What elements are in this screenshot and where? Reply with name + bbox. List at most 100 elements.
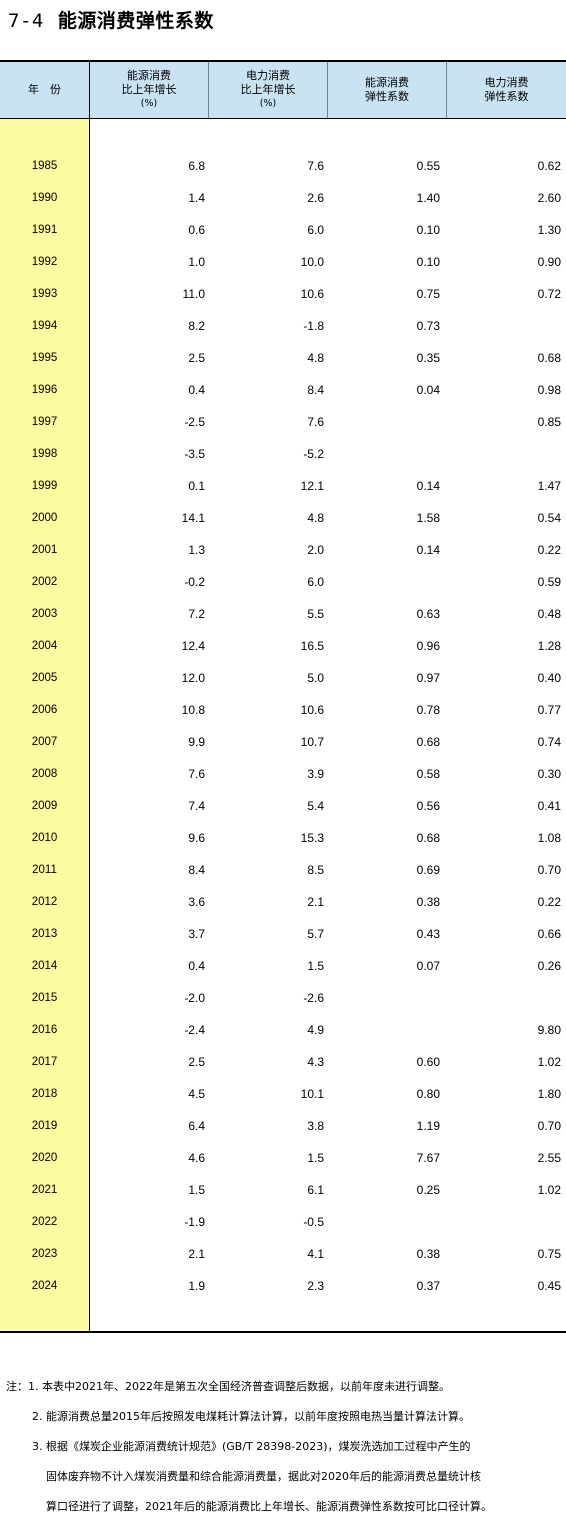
- table-row: 2014 0.4 1.5 0.07 0.26: [0, 950, 566, 982]
- energy-elasticity-cell: [328, 1014, 440, 1046]
- energy-elasticity-cell: 0.10: [416, 223, 440, 237]
- power-elasticity-cell: 0.75: [537, 1247, 561, 1261]
- energy-elasticity-cell: 0.69: [416, 863, 440, 877]
- table-row: 2013 3.7 5.7 0.43 0.66: [0, 918, 566, 950]
- table-row: 2021 1.5 6.1 0.25 1.02: [0, 1174, 566, 1206]
- year-cell: 2019: [31, 1120, 58, 1132]
- year-cell: 1991: [31, 224, 58, 236]
- energy-growth-cell: 9.9: [188, 735, 205, 749]
- energy-growth-cell: 1.9: [188, 1279, 205, 1293]
- year-cell: 2011: [32, 864, 57, 876]
- table-row: 2008 7.6 3.9 0.58 0.30: [0, 758, 566, 790]
- energy-growth-cell: 0.6: [188, 223, 205, 237]
- energy-growth-cell: 3.7: [188, 927, 205, 941]
- year-cell: 1999: [31, 480, 58, 492]
- energy-elasticity-cell: 0.80: [416, 1087, 440, 1101]
- year-cell: 1993: [31, 288, 58, 300]
- header-line: 弹性系数: [365, 90, 409, 103]
- year-cell: 2002: [31, 576, 58, 588]
- table-row: 2011 8.4 8.5 0.69 0.70: [0, 854, 566, 886]
- year-cell: 2009: [31, 800, 58, 812]
- year-cell: 1995: [31, 352, 58, 364]
- energy-growth-cell: 0.1: [188, 479, 205, 493]
- power-elasticity-cell: 0.30: [537, 767, 561, 781]
- energy-elasticity-cell: 0.60: [416, 1055, 440, 1069]
- power-growth-cell: 4.1: [307, 1247, 324, 1261]
- power-elasticity-cell: 1.47: [537, 479, 561, 493]
- energy-growth-cell: 11.0: [182, 287, 205, 301]
- year-cell: 1994: [31, 320, 58, 332]
- energy-elasticity-cell: [328, 438, 440, 470]
- energy-elasticity-cell: 0.07: [416, 959, 440, 973]
- note-3-cont: 固体废弃物不计入煤炭消费量和综合能源消费量，据此对2020年后的能源消费总量统计…: [46, 1470, 481, 1483]
- energy-elasticity-cell: 1.19: [416, 1119, 440, 1133]
- power-growth-cell: 2.3: [307, 1279, 324, 1293]
- power-growth-cell: -1.8: [303, 319, 324, 333]
- energy-elasticity-cell: 0.68: [416, 831, 440, 845]
- power-elasticity-cell: [447, 982, 561, 1014]
- header-power-elasticity: 电力消费 弹性系数: [447, 62, 566, 118]
- year-cell: 2004: [31, 640, 58, 652]
- table-row: 2006 10.8 10.6 0.78 0.77: [0, 694, 566, 726]
- power-elasticity-cell: 0.26: [537, 959, 561, 973]
- power-elasticity-cell: 1.80: [537, 1087, 561, 1101]
- table-row: 2010 9.6 15.3 0.68 1.08: [0, 822, 566, 854]
- table-row: 1985 6.8 7.6 0.55 0.62: [0, 150, 566, 182]
- power-elasticity-cell: 1.08: [537, 831, 561, 845]
- energy-growth-cell: -0.2: [184, 575, 205, 589]
- power-growth-cell: 4.9: [307, 1023, 324, 1037]
- energy-growth-cell: 1.4: [188, 191, 205, 205]
- header-line: 比上年增长: [240, 83, 296, 96]
- power-elasticity-cell: [447, 438, 561, 470]
- power-elasticity-cell: 9.80: [537, 1023, 561, 1037]
- power-growth-cell: 2.0: [307, 543, 324, 557]
- power-elasticity-cell: 0.90: [537, 255, 561, 269]
- power-elasticity-cell: 0.22: [537, 895, 561, 909]
- energy-growth-cell: 1.5: [188, 1183, 205, 1197]
- year-cell: 1998: [31, 448, 58, 460]
- energy-elasticity-cell: 0.97: [416, 671, 440, 685]
- energy-elasticity-cell: 0.35: [416, 351, 440, 365]
- year-cell: 1997: [31, 416, 58, 428]
- year-cell: 2023: [31, 1248, 58, 1260]
- table-row: 2000 14.1 4.8 1.58 0.54: [0, 502, 566, 534]
- table-row: 2018 4.5 10.1 0.80 1.80: [0, 1078, 566, 1110]
- energy-elasticity-cell: 1.58: [416, 511, 440, 525]
- header-power-growth: 电力消费 比上年增长 (%): [209, 62, 328, 118]
- header-line: 电力消费: [246, 69, 290, 82]
- header-energy-elasticity: 能源消费 弹性系数: [328, 62, 447, 118]
- power-growth-cell: 4.8: [307, 511, 324, 525]
- table-row: 2004 12.4 16.5 0.96 1.28: [0, 630, 566, 662]
- power-growth-cell: 10.7: [300, 735, 324, 749]
- power-growth-cell: 5.5: [307, 607, 324, 621]
- power-elasticity-cell: 1.02: [537, 1055, 561, 1069]
- energy-growth-cell: 7.2: [188, 607, 205, 621]
- table-row: 2015 -2.0 -2.6: [0, 982, 566, 1014]
- power-elasticity-cell: [447, 1206, 561, 1238]
- table-row: 1994 8.2 -1.8 0.73: [0, 310, 566, 342]
- power-growth-cell: 10.6: [300, 703, 324, 717]
- energy-growth-cell: 0.4: [188, 959, 205, 973]
- header-line: 能源消费: [127, 69, 171, 82]
- energy-elasticity-cell: 0.10: [416, 255, 440, 269]
- header-year: 年 份: [0, 62, 90, 118]
- power-growth-cell: 4.3: [307, 1055, 324, 1069]
- year-cell: 2005: [31, 672, 58, 684]
- energy-elasticity-cell: [328, 566, 440, 598]
- energy-elasticity-cell: 0.38: [416, 1247, 440, 1261]
- table-row: 1995 2.5 4.8 0.35 0.68: [0, 342, 566, 374]
- year-cell: 2013: [31, 928, 58, 940]
- power-growth-cell: -0.5: [303, 1215, 324, 1229]
- energy-growth-cell: 12.0: [181, 671, 205, 685]
- energy-elasticity-cell: 7.67: [416, 1151, 440, 1165]
- energy-growth-cell: 4.6: [188, 1151, 205, 1165]
- power-growth-cell: -2.6: [303, 991, 324, 1005]
- power-elasticity-cell: 0.68: [537, 351, 561, 365]
- energy-elasticity-cell: 0.25: [416, 1183, 440, 1197]
- energy-growth-cell: 14.1: [181, 511, 205, 525]
- energy-growth-cell: 7.6: [188, 767, 205, 781]
- note-3: 3. 根据《煤炭企业能源消费统计规范》(GB/T 28398-2023)，煤炭洗…: [32, 1440, 471, 1453]
- energy-elasticity-cell: [328, 982, 440, 1014]
- power-growth-cell: 6.1: [307, 1183, 324, 1197]
- data-table: 年 份 能源消费 比上年增长 (%) 电力消费 比上年增长 (%) 能源消费 弹…: [0, 60, 566, 1333]
